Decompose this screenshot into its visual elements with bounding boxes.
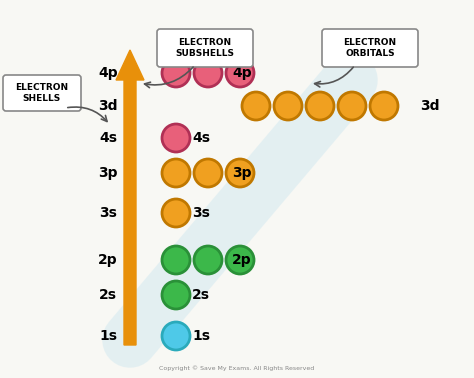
Text: 2s: 2s [192,288,210,302]
Text: 3p: 3p [98,166,118,180]
Text: 2p: 2p [98,253,118,267]
Text: 3p: 3p [232,166,252,180]
Circle shape [162,246,190,274]
Circle shape [162,159,190,187]
Circle shape [162,281,190,309]
Text: 3d: 3d [420,99,439,113]
FancyBboxPatch shape [322,29,418,67]
Text: ELECTRON
ORBITALS: ELECTRON ORBITALS [344,38,397,58]
Circle shape [226,246,254,274]
Text: Copyright © Save My Exams. All Rights Reserved: Copyright © Save My Exams. All Rights Re… [159,365,315,371]
Circle shape [162,59,190,87]
Circle shape [274,92,302,120]
Circle shape [338,92,366,120]
Text: 2s: 2s [99,288,117,302]
Text: 3d: 3d [98,99,118,113]
FancyBboxPatch shape [157,29,253,67]
Circle shape [370,92,398,120]
FancyBboxPatch shape [3,75,81,111]
Circle shape [242,92,270,120]
Text: 4p: 4p [232,66,252,80]
Circle shape [194,59,222,87]
Text: ELECTRON
SUBSHELLS: ELECTRON SUBSHELLS [175,38,235,58]
Circle shape [306,92,334,120]
Text: 3s: 3s [99,206,117,220]
Circle shape [162,199,190,227]
FancyArrow shape [116,50,144,345]
Text: 4s: 4s [192,131,210,145]
Text: 4s: 4s [99,131,117,145]
Circle shape [194,246,222,274]
Circle shape [162,124,190,152]
Circle shape [194,159,222,187]
Text: 2p: 2p [232,253,252,267]
Circle shape [226,59,254,87]
Text: 1s: 1s [99,329,117,343]
Text: ELECTRON
SHELLS: ELECTRON SHELLS [16,83,69,103]
Text: 4p: 4p [98,66,118,80]
Text: 1s: 1s [192,329,210,343]
Circle shape [162,322,190,350]
Circle shape [226,159,254,187]
Text: 3s: 3s [192,206,210,220]
